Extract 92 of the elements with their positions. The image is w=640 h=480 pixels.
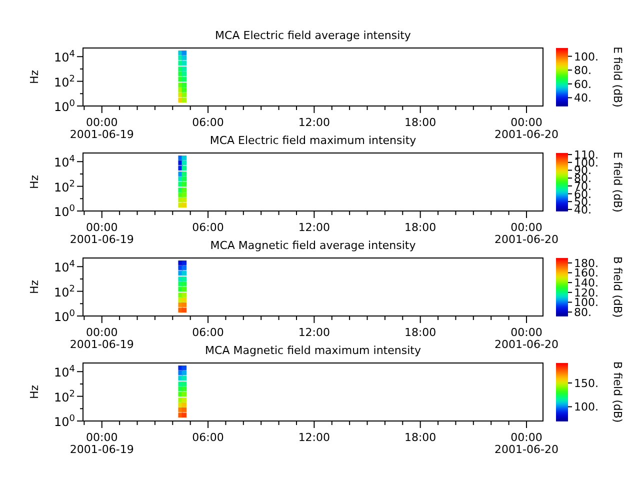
point (182, 88, 187, 92)
point (182, 166, 187, 170)
chart-title: MCA Electric field maximum intensity (210, 134, 417, 147)
point (182, 182, 187, 187)
chart-title: MCA Magnetic field maximum intensity (205, 344, 422, 357)
y-tick-label: 10$^{2}$ (54, 74, 75, 90)
point (182, 292, 187, 298)
x-tick-label: 12:00 (298, 431, 330, 444)
y-tick-label: 10$^{0}$ (54, 204, 76, 219)
y-tick-label: 10$^{4}$ (54, 50, 76, 65)
color-bar-title: B field (dB) (611, 256, 624, 318)
point (182, 370, 187, 376)
x-tick-label: 18:00 (404, 116, 436, 129)
y-tick-label: 10$^{4}$ (54, 260, 76, 275)
point (182, 398, 187, 402)
x-tick-label: 18:00 (404, 431, 436, 444)
x-tick-label: 00:00 2001-06-19 (70, 431, 134, 456)
color-bar-label: 100. (574, 50, 598, 64)
point (182, 172, 187, 176)
x-tick-label: 00:00 2001-06-20 (494, 431, 558, 456)
point (182, 55, 187, 60)
color-bar-label: 100. (574, 400, 598, 414)
y-axis-title: Hz (28, 280, 41, 294)
point (182, 265, 187, 270)
color-bar-label: 60. (574, 78, 592, 91)
point (182, 188, 187, 192)
chart-title: MCA Electric field average intensity (215, 29, 412, 42)
point (182, 302, 187, 308)
point (182, 382, 187, 386)
x-tick-label: 00:00 2001-06-19 (70, 221, 134, 246)
y-tick-label: 10$^{0}$ (54, 309, 76, 324)
point (182, 366, 187, 370)
y-tick-label: 10$^{2}$ (54, 389, 75, 404)
point (182, 376, 187, 380)
x-tick-label: 12:00 (298, 116, 330, 129)
point (182, 82, 187, 88)
y-axis-title: Hz (28, 70, 41, 84)
point (182, 202, 187, 208)
point (182, 76, 187, 82)
y-tick-label: 10$^{4}$ (54, 364, 76, 380)
x-tick-label: 00:00 2001-06-20 (494, 116, 558, 141)
point (182, 412, 187, 418)
point (182, 298, 187, 302)
y-tick-label: 10$^{2}$ (54, 179, 75, 194)
point (182, 270, 187, 276)
point (182, 402, 187, 408)
point (182, 71, 187, 76)
x-tick-label: 18:00 (404, 326, 436, 339)
point (182, 176, 187, 182)
x-tick-label: 00:00 2001-06-19 (70, 116, 134, 141)
point (182, 392, 187, 397)
point (182, 60, 187, 66)
point (182, 276, 187, 282)
x-tick-label: 06:00 (192, 326, 224, 339)
point (182, 260, 187, 266)
color-bar-label: 40. (574, 92, 592, 105)
point (182, 50, 187, 56)
color-bar-label: 80. (574, 64, 592, 78)
color-bar-label: 150. (574, 376, 598, 390)
x-tick-label: 00:00 2001-06-20 (494, 221, 558, 246)
color-bar-title: B field (dB) (611, 361, 624, 423)
point (182, 156, 187, 160)
y-tick-label: 10$^{0}$ (54, 99, 76, 114)
x-tick-label: 00:00 2001-06-19 (70, 326, 134, 351)
x-tick-label: 18:00 (404, 221, 436, 234)
x-tick-label: 06:00 (192, 116, 224, 129)
point (182, 98, 187, 103)
color-bar-title: E field (dB) (611, 152, 624, 212)
point (182, 308, 187, 313)
y-axis-title: Hz (28, 174, 41, 190)
point (182, 286, 187, 292)
color-bar-title: E field (dB) (611, 46, 624, 108)
x-tick-label: 12:00 (298, 221, 330, 234)
y-tick-label: 10$^{2}$ (54, 284, 75, 300)
y-tick-label: 10$^{4}$ (54, 154, 76, 170)
y-tick-label: 10$^{0}$ (54, 414, 76, 429)
color-bar-label: 80. (574, 306, 592, 320)
point (182, 66, 187, 72)
x-tick-label: 06:00 (192, 221, 224, 234)
y-axis-title: Hz (28, 384, 41, 400)
point (182, 192, 187, 198)
point (182, 386, 187, 392)
point (182, 160, 187, 166)
x-tick-label: 00:00 2001-06-20 (494, 326, 558, 351)
point (182, 197, 187, 202)
point (182, 92, 187, 98)
x-tick-label: 06:00 (192, 431, 224, 444)
point (182, 281, 187, 286)
x-tick-label: 12:00 (298, 326, 330, 339)
point (182, 407, 187, 412)
chart-title: MCA Magnetic field average intensity (210, 239, 416, 252)
color-bar-label: 120. (574, 286, 598, 300)
